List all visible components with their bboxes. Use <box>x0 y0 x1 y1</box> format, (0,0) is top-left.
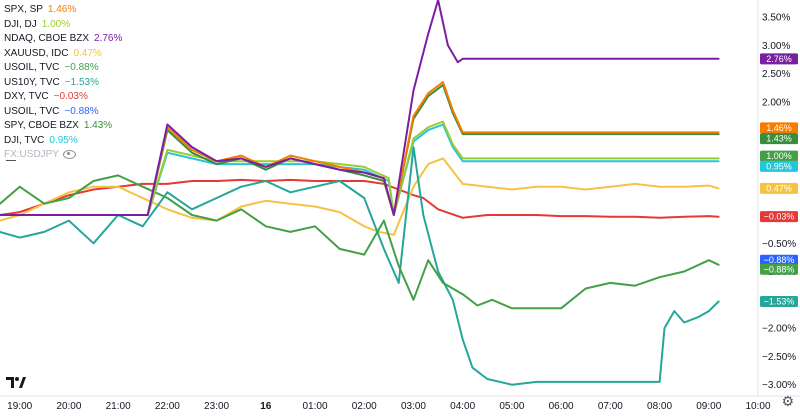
legend-value: −0.88% <box>64 62 99 73</box>
legend-symbol: DXY, TVC <box>4 91 49 102</box>
legend-value: −0.03% <box>53 91 88 102</box>
series-line <box>0 174 720 310</box>
x-tick-label: 23:00 <box>204 401 229 412</box>
legend-item-ndaq[interactable]: NDAQ, CBOE BZX 2.76% <box>4 32 122 47</box>
x-axis[interactable]: 19:00 20:00 21:00 22:00 23:00 16 01:00 02:00 03:… <box>7 401 771 412</box>
series-layer <box>0 0 720 386</box>
last-value-badge <box>760 182 798 194</box>
last-value-badge <box>760 296 798 308</box>
last-value-badge-label: 2.76% <box>766 54 792 64</box>
tradingview-logo <box>6 377 26 388</box>
legend-item-dji-tvc[interactable]: DJI, TVC 0.95% <box>4 134 122 149</box>
last-value-badge <box>760 254 798 266</box>
legend-item-spy[interactable]: SPY, CBOE BZX 1.43% <box>4 119 122 134</box>
legend-symbol: NDAQ, CBOE BZX <box>4 33 90 44</box>
legend-value: 0.47% <box>73 47 102 59</box>
last-value-badge-label: −0.88% <box>764 255 795 265</box>
last-value-badge <box>760 211 798 223</box>
series-line <box>0 0 720 216</box>
legend-symbol: DJI, DJ <box>4 18 37 30</box>
legend-value: 1.46% <box>47 4 77 15</box>
legend-symbol: SPY, CBOE BZX <box>4 120 79 131</box>
series-line <box>0 120 720 216</box>
y-axis[interactable]: 3.50%3.00%2.50%2.00%1.50%1.00%0.50%0.00%… <box>762 12 796 391</box>
collapse-legend-icon[interactable] <box>6 160 16 161</box>
series-line <box>0 146 720 386</box>
x-tick-label: 20:00 <box>56 401 81 412</box>
x-tick-label: 04:00 <box>450 401 475 412</box>
legend-symbol: XAUUSD, IDC <box>4 47 69 59</box>
last-value-badge <box>760 133 798 145</box>
x-tick-label: 09:00 <box>696 401 721 412</box>
last-value-badge-label: 0.95% <box>766 161 792 171</box>
y-tick-label: 2.00% <box>762 97 790 108</box>
legend-symbol: DJI, TVC <box>4 134 45 146</box>
x-tick-label: 21:00 <box>106 401 131 412</box>
series-line <box>0 178 720 219</box>
last-value-badge <box>760 263 798 275</box>
legend-item-usoil-2[interactable]: USOIL, TVC −0.88% <box>4 105 122 120</box>
grid-layer <box>0 0 800 397</box>
x-tick-label: 05:00 <box>499 401 524 412</box>
last-value-badge-label: −0.88% <box>764 264 795 274</box>
y-tick-label: −3.00% <box>762 380 796 391</box>
x-tick-label: 19:00 <box>7 401 32 412</box>
legend-item-dji-dj[interactable]: DJI, DJ 1.00% <box>4 18 122 33</box>
x-tick-label: 07:00 <box>598 401 623 412</box>
y-tick-label: 2.50% <box>762 69 790 80</box>
legend-value: −1.53% <box>64 76 99 88</box>
last-value-badge <box>760 53 798 65</box>
last-value-badges: 2.76% 1.46%1.43% 1.00%0.95% 0.47% −0.03% −0.8… <box>760 53 798 308</box>
legend-symbol: USOIL, TVC <box>4 105 60 117</box>
legend-item-dxy[interactable]: DXY, TVC −0.03% <box>4 90 122 105</box>
x-tick-label: 16 <box>260 401 272 412</box>
y-tick-label: 3.50% <box>762 12 790 23</box>
legend-item-usdjpy[interactable]: FX:USDJPY <box>4 148 122 163</box>
last-value-badge <box>760 160 798 172</box>
last-value-badge-label: 1.46% <box>766 123 792 133</box>
legend-item-xauusd[interactable]: XAUUSD, IDC 0.47% <box>4 47 122 62</box>
last-value-badge-label: 0.47% <box>766 183 792 193</box>
x-tick-label: 03:00 <box>401 401 426 412</box>
legend-item-usoil[interactable]: USOIL, TVC −0.88% <box>4 61 122 76</box>
last-value-badge <box>760 150 798 162</box>
y-tick-label: −2.00% <box>762 324 796 335</box>
legend-symbol: FX:USDJPY <box>4 149 60 160</box>
legend-value: 1.00% <box>41 18 71 30</box>
series-line <box>0 157 720 236</box>
eye-hidden-icon[interactable] <box>63 149 77 159</box>
x-tick-label: 06:00 <box>549 401 574 412</box>
legend-value: 1.43% <box>83 120 113 131</box>
legend-value: 0.95% <box>49 134 78 146</box>
legend-symbol: SPX, SP <box>4 4 43 15</box>
y-tick-label: 3.00% <box>762 41 790 52</box>
x-tick-label: 10:00 <box>745 401 770 412</box>
last-value-badge-label: 1.43% <box>766 134 792 144</box>
y-tick-label: −2.50% <box>762 352 796 363</box>
x-tick-label: 08:00 <box>647 401 672 412</box>
legend-symbol: USOIL, TVC <box>4 62 60 73</box>
x-tick-label: 01:00 <box>302 401 327 412</box>
legend-value: −0.88% <box>64 105 99 117</box>
legend-symbol: US10Y, TVC <box>4 76 60 88</box>
last-value-badge-label: −1.53% <box>764 297 795 307</box>
x-tick-label: 02:00 <box>352 401 377 412</box>
last-value-badge-label: −0.03% <box>764 212 795 222</box>
legend-item-spx[interactable]: SPX, SP 1.46% <box>4 3 122 18</box>
y-tick-label: −0.50% <box>762 239 796 250</box>
legend-value: 2.76% <box>94 33 123 44</box>
legend-item-us10y[interactable]: US10Y, TVC −1.53% <box>4 76 122 91</box>
x-tick-label: 22:00 <box>155 401 180 412</box>
legend: SPX, SP 1.46% DJI, DJ 1.00% NDAQ, CBOE BZX… <box>4 3 122 163</box>
settings-gear-icon[interactable]: ⚙ <box>781 393 794 409</box>
last-value-badge-label: 1.00% <box>766 151 792 161</box>
last-value-badge <box>760 122 798 134</box>
